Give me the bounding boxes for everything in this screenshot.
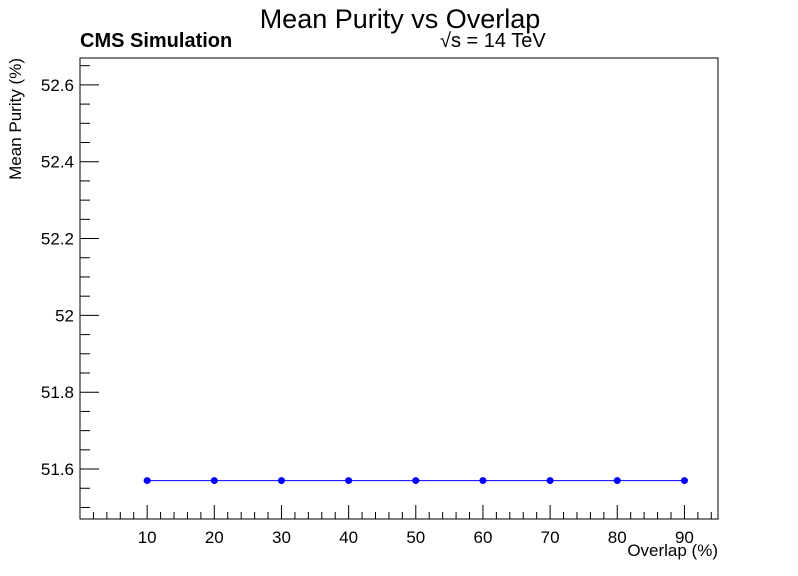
x-tick-label: 70	[541, 528, 560, 547]
y-axis-title: Mean Purity (%)	[6, 58, 25, 180]
data-point	[143, 477, 151, 485]
x-tick-label: 30	[272, 528, 291, 547]
x-tick-label: 40	[339, 528, 358, 547]
data-point	[277, 477, 285, 485]
x-tick-label: 10	[138, 528, 157, 547]
x-axis-ticks	[92, 505, 712, 519]
plot-frame	[79, 57, 719, 520]
y-axis-ticks	[80, 65, 99, 508]
x-axis-tick-labels: 10 20 30 40 50 60 70 80 90	[138, 528, 694, 547]
series-group	[143, 477, 688, 485]
energy-label: √s = 14 TeV	[440, 30, 546, 52]
data-point	[210, 477, 218, 485]
x-tick-label: 80	[608, 528, 627, 547]
y-tick-label: 51.6	[41, 460, 74, 479]
data-point	[546, 477, 554, 485]
y-tick-label: 52.2	[41, 230, 74, 249]
data-point	[479, 477, 487, 485]
x-axis-title: Overlap (%)	[627, 541, 718, 560]
x-tick-label: 90	[675, 528, 694, 547]
y-axis-tick-labels: 51.6 51.8 52 52.2 52.4 52.6	[41, 76, 74, 479]
y-tick-label: 52	[55, 306, 74, 325]
chart-title: Mean Purity vs Overlap	[260, 4, 541, 34]
data-point	[680, 477, 688, 485]
experiment-label: CMS Simulation	[80, 30, 232, 52]
data-point	[412, 477, 420, 485]
data-point	[613, 477, 621, 485]
y-tick-label: 52.4	[41, 153, 74, 172]
x-tick-label: 60	[473, 528, 492, 547]
y-tick-label: 52.6	[41, 76, 74, 95]
data-point	[345, 477, 353, 485]
x-tick-label: 20	[205, 528, 224, 547]
y-tick-label: 51.8	[41, 383, 74, 402]
x-tick-label: 50	[406, 528, 425, 547]
